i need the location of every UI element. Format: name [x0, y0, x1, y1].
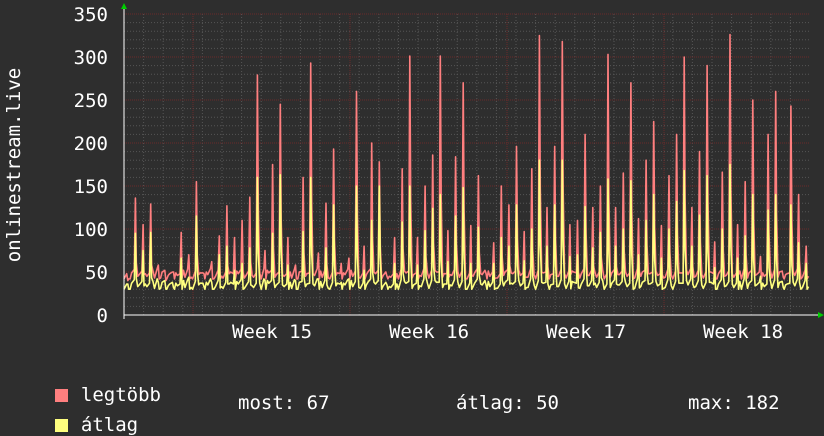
y-tick-label: 250 [74, 90, 108, 112]
stat-most-label: most: [238, 392, 296, 414]
y-tick-label: 200 [74, 133, 108, 155]
stat-max-label: max: [688, 392, 734, 414]
y-axis-label: onlinestream.live [3, 68, 25, 262]
y-axis-arrow-icon [121, 3, 127, 9]
stat-avg: átlag: 50 [456, 392, 559, 414]
y-tick-label: 150 [74, 176, 108, 198]
stat-most: most: 67 [238, 392, 330, 414]
y-tick-label: 50 [85, 262, 108, 284]
y-ticks: 0 50 100 150 200 250 300 350 [74, 4, 108, 327]
series-line-max [123, 33, 810, 282]
stat-most-value: 67 [306, 392, 330, 414]
y-tick-label: 300 [74, 47, 108, 69]
x-tick-label: Week 16 [389, 321, 469, 343]
legend-label-max: legtöbb [80, 384, 161, 406]
legend-label-avg: átlag [80, 414, 139, 436]
stat-max: max: 182 [688, 392, 780, 414]
legend-swatch-avg [54, 419, 68, 432]
y-tick-label: 350 [74, 4, 108, 26]
legend-item-max: legtöbb [32, 362, 161, 406]
legend-swatch-max [54, 389, 68, 402]
stat-avg-value: 50 [536, 392, 559, 414]
legend-item-avg: átlag [32, 392, 138, 436]
x-axis-arrow-icon [818, 312, 824, 318]
axes [121, 3, 824, 319]
stat-max-value: 182 [745, 392, 780, 414]
x-tick-label: Week 17 [546, 321, 626, 343]
y-tick-label: 100 [74, 219, 108, 241]
series-line-avg [123, 159, 810, 290]
stat-avg-label: átlag: [456, 392, 525, 414]
series-group [123, 33, 810, 290]
x-tick-label: Week 15 [232, 321, 312, 343]
x-tick-label: Week 18 [703, 321, 783, 343]
y-tick-label: 0 [97, 305, 108, 327]
x-ticks: Week 15 Week 16 Week 17 Week 18 [232, 321, 783, 343]
